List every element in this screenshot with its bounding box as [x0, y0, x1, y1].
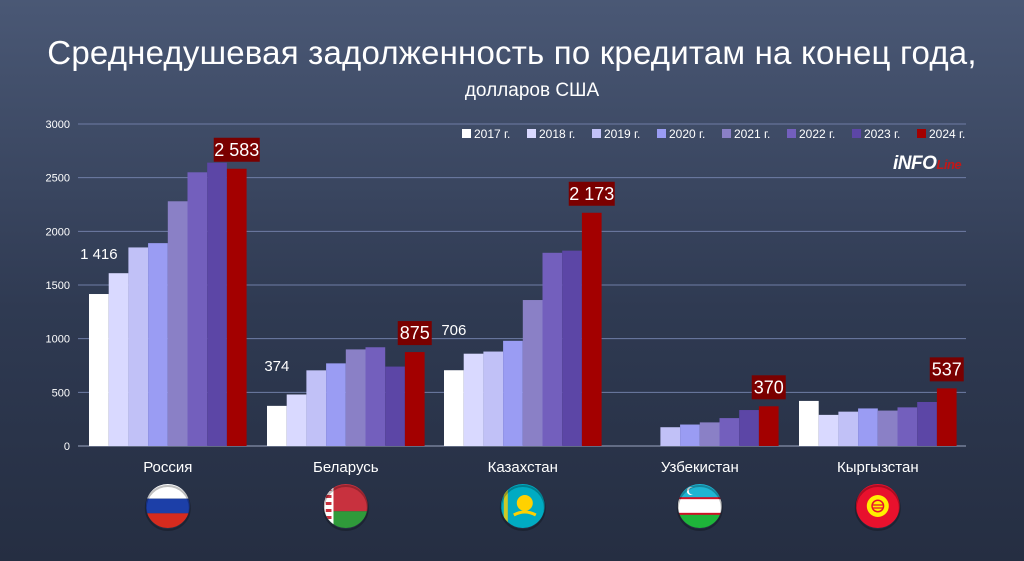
bars	[89, 162, 957, 447]
bar-2021г	[699, 422, 720, 446]
bar-2018г	[463, 353, 484, 446]
data-label-2024: 2 583	[214, 140, 259, 160]
bar-2021г	[167, 201, 188, 446]
y-tick-label: 500	[52, 387, 70, 399]
bar-2019г	[838, 411, 859, 446]
bar-2019г	[660, 427, 681, 446]
legend-swatch	[462, 129, 471, 138]
bar-2022г	[719, 418, 740, 446]
russia-flag	[144, 484, 191, 531]
data-label-2024: 875	[400, 323, 430, 343]
bar-2019г	[483, 351, 504, 446]
data-label-2024-bg	[397, 321, 432, 346]
kazakhstan-flag	[499, 484, 546, 531]
bar-2020г	[858, 408, 878, 446]
infoline-logo: iNFOLine	[893, 153, 962, 174]
bar-2023г	[739, 410, 759, 446]
data-label-2024: 537	[932, 359, 962, 379]
bar-2023г	[562, 250, 582, 446]
legend: 2017 г. 2018 г. 2019 г. 2020 г. 2021 г. 2022 …	[462, 127, 965, 141]
y-tick-label: 1000	[46, 334, 70, 346]
category-label: Беларусь	[313, 459, 379, 476]
legend-label: 2017 г.	[474, 127, 510, 141]
kyrgyzstan-flag	[854, 484, 901, 531]
data-label-2024-bg	[213, 137, 260, 162]
bar-2024г	[226, 168, 247, 446]
category-label: Россия	[143, 459, 192, 476]
legend-swatch	[722, 129, 731, 138]
data-label-2024-bg	[751, 375, 786, 400]
legend-swatch	[852, 129, 861, 138]
bar-2024г	[404, 352, 425, 446]
legend-label: 2023 г.	[864, 127, 900, 141]
bar-2019г	[306, 370, 327, 446]
bar-2018г	[108, 273, 129, 446]
y-tick-label: 1500	[46, 280, 70, 292]
y-tick-label: 2500	[46, 173, 70, 185]
chart-subtitle: долларов США	[464, 80, 600, 101]
bar-2018г	[286, 394, 307, 446]
bar-2022г	[542, 252, 563, 446]
y-tick-label: 0	[64, 441, 70, 453]
legend-label: 2019 г.	[604, 127, 640, 141]
bar-2019г	[128, 247, 149, 446]
data-label-2024: 2 173	[569, 184, 614, 204]
uzbekistan-flag	[676, 484, 723, 531]
bar-2024г	[758, 406, 779, 446]
bar-2023г	[207, 162, 227, 446]
y-tick-label: 2000	[46, 226, 70, 238]
category-label: Кыргызстан	[837, 459, 919, 476]
bar-2023г	[917, 401, 937, 446]
bar-2021г	[345, 349, 366, 446]
y-tick-label: 3000	[46, 119, 70, 131]
bar-2017г	[89, 294, 109, 446]
legend-label: 2021 г.	[734, 127, 770, 141]
bar-2024г	[936, 388, 957, 446]
bar-2021г	[522, 300, 543, 446]
bar-2018г	[818, 414, 839, 446]
flags	[144, 484, 901, 531]
legend-swatch	[592, 129, 601, 138]
legend-label: 2024 г.	[929, 127, 965, 141]
bar-2022г	[897, 407, 918, 446]
legend-label: 2020 г.	[669, 127, 705, 141]
data-label-2024: 370	[754, 377, 784, 397]
bar-2020г	[326, 363, 346, 446]
data-label-2017: 1 416	[80, 246, 118, 263]
bar-2020г	[148, 243, 168, 446]
bar-2020г	[680, 424, 700, 446]
data-label-2017: 706	[441, 322, 466, 339]
chart-title: Среднедушевая задолженность по кредитам …	[47, 34, 977, 71]
bar-2017г	[267, 405, 287, 446]
bar-2022г	[365, 347, 386, 446]
legend-swatch	[657, 129, 666, 138]
legend-swatch	[527, 129, 536, 138]
bar-2022г	[187, 172, 208, 447]
legend-swatch	[917, 129, 926, 138]
data-label-2024-bg	[568, 181, 615, 206]
bar-2024г	[581, 212, 602, 446]
bar-2017г	[444, 370, 464, 446]
y-axis-ticks: 0 500 1000 1500 2000 2500 3000	[46, 119, 70, 453]
legend-swatch	[787, 129, 796, 138]
bar-2023г	[385, 366, 405, 446]
belarus-flag	[322, 484, 369, 531]
category-label: Узбекистан	[661, 459, 739, 476]
category-labels: Россия Беларусь Казахстан Узбекистан Кыргызс…	[143, 459, 918, 476]
bar-2021г	[877, 410, 898, 446]
category-label: Казахстан	[488, 459, 558, 476]
bar-2017г	[799, 400, 819, 446]
data-labels: 1 416 2 583 374 875 706 2 173 370 537	[80, 137, 964, 400]
bar-2020г	[503, 340, 523, 446]
legend-label: 2018 г.	[539, 127, 575, 141]
legend-label: 2022 г.	[799, 127, 835, 141]
data-label-2024-bg	[929, 357, 964, 382]
data-label-2017: 374	[264, 358, 289, 375]
